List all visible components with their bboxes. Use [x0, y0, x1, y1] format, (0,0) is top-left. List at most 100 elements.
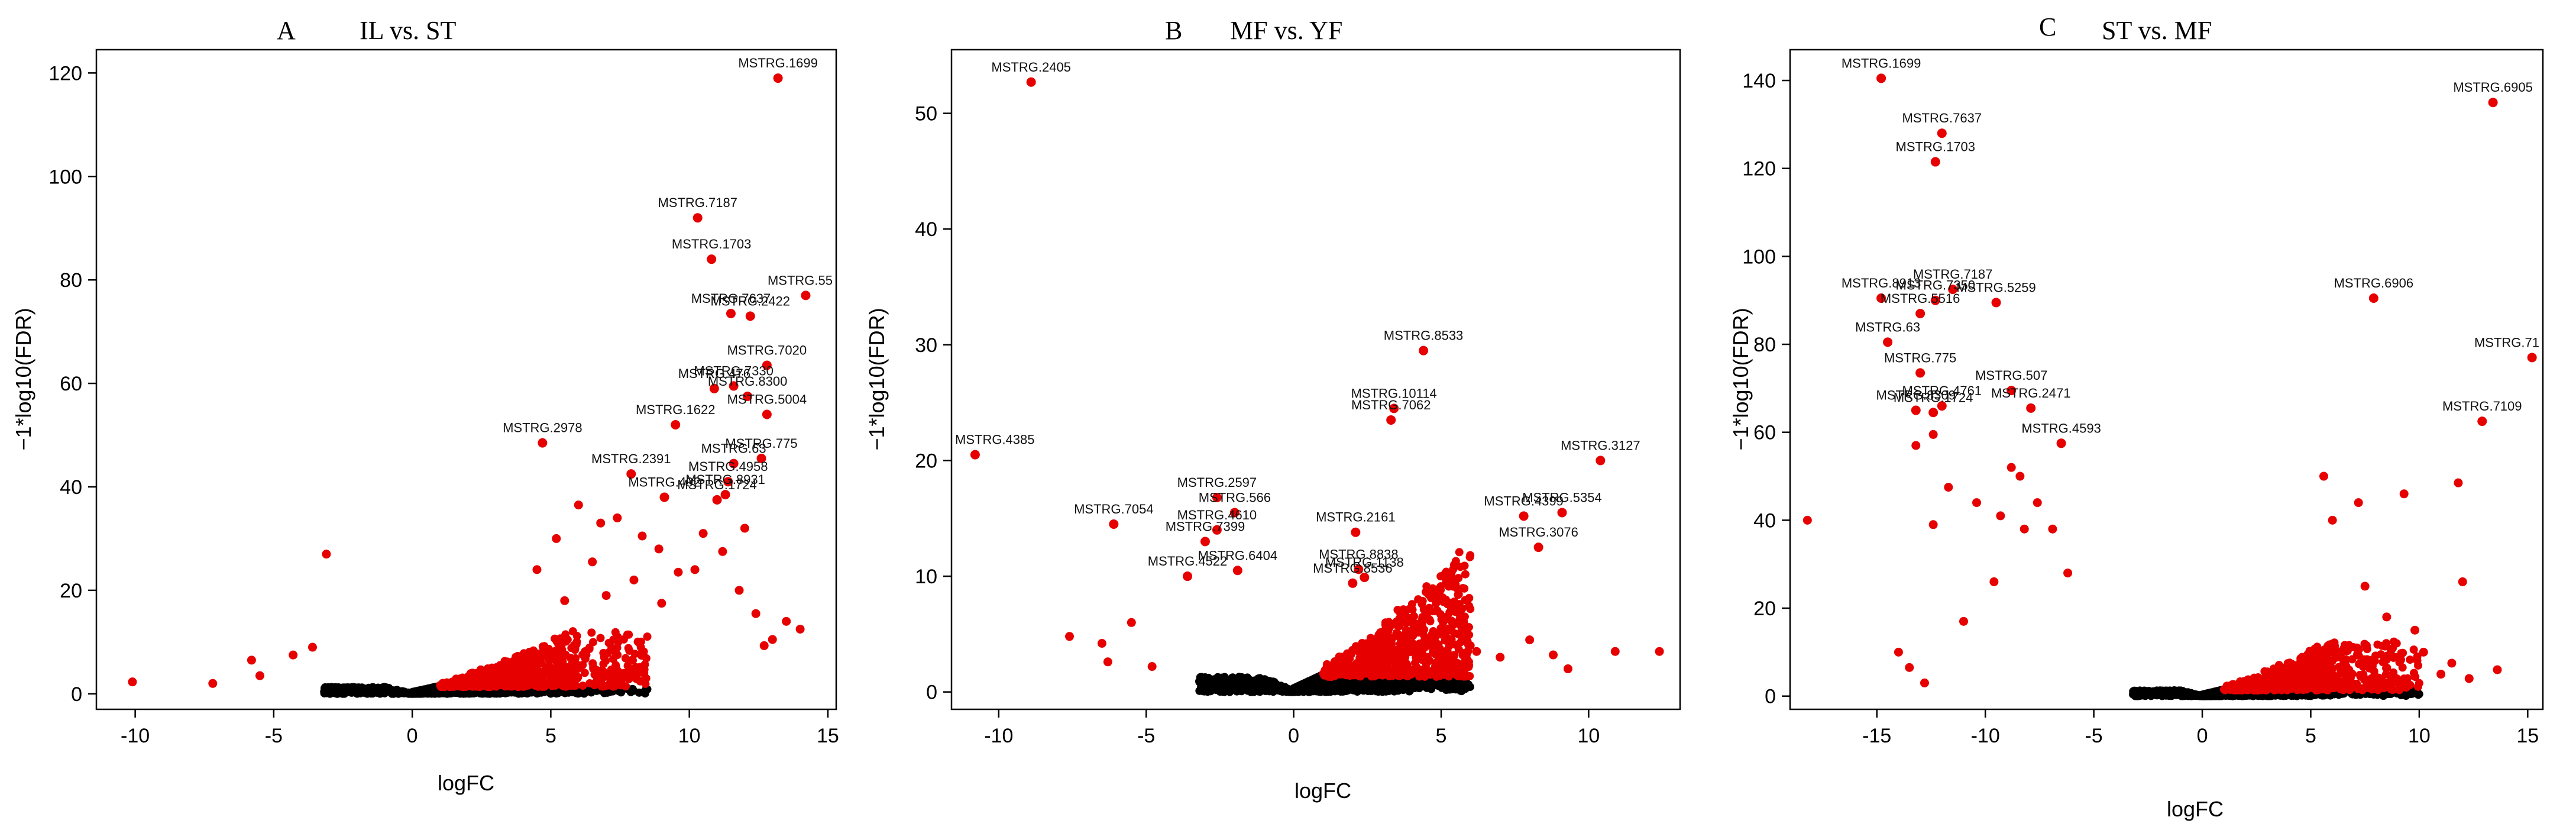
data-point-outlier [1563, 664, 1572, 674]
gene-label: MSTRG.1622 [636, 402, 716, 417]
data-point-ns [394, 689, 403, 698]
gene-label: MSTRG.3076 [1499, 525, 1578, 540]
x-tick-label: 0 [2197, 725, 2208, 747]
data-point-sig [1402, 664, 1410, 673]
data-point-outlier [1436, 624, 1446, 633]
data-point-sig [1401, 653, 1410, 661]
data-point-sig [496, 669, 504, 678]
data-point-sig [554, 674, 562, 683]
data-point-labeled [1351, 527, 1361, 537]
data-point-ns [1220, 673, 1229, 682]
y-tick-label: 40 [915, 218, 937, 241]
data-point-outlier [654, 544, 664, 554]
data-point-sig [1333, 663, 1342, 672]
data-point-sig [1347, 668, 1356, 677]
data-point-ns [1231, 676, 1240, 684]
data-point-sig [1422, 605, 1431, 614]
x-tick-label: 15 [2516, 725, 2539, 747]
data-point-sig [1405, 605, 1414, 613]
data-point-sig [611, 628, 620, 637]
data-point-sig [610, 645, 619, 654]
data-point-sig [1420, 637, 1429, 645]
data-point-sig [1374, 630, 1383, 639]
y-tick-label: 20 [915, 450, 937, 472]
y-tick-label: 20 [1753, 598, 1776, 620]
data-point-sig [596, 634, 605, 642]
data-point-outlier [1496, 653, 1505, 662]
data-point-sig [527, 664, 536, 673]
y-tick-label: 60 [1753, 422, 1776, 444]
y-tick-label: 10 [915, 566, 937, 588]
data-point-labeled [1348, 578, 1358, 588]
data-point-sig [1462, 631, 1471, 640]
data-point-sig [569, 668, 578, 677]
volcano-panel-b: B MF vs. YF -10 -5 0 5 1001020304050MSTRG.24… [865, 16, 1681, 803]
data-point-ns [1351, 683, 1360, 692]
x-tick-label: 5 [545, 725, 556, 747]
data-point-sig [571, 681, 580, 690]
x-tick-label: -5 [2085, 725, 2102, 747]
data-point-ns [580, 689, 588, 698]
data-point-sig [1431, 650, 1440, 659]
x-tick-label: -15 [1862, 725, 1891, 747]
data-point-sig [560, 682, 569, 691]
gene-label: MSTRG.5004 [727, 392, 807, 407]
data-point-outlier [322, 550, 331, 559]
data-point-sig [562, 637, 571, 645]
gene-label: MSTRG.1724 [677, 477, 757, 492]
data-point-outlier [560, 596, 569, 605]
gene-label: MSTRG.2405 [991, 60, 1071, 75]
data-point-outlier [629, 575, 639, 584]
data-point-labeled [1026, 77, 1036, 87]
data-point-outlier [128, 677, 137, 687]
data-point-ns [1196, 673, 1205, 682]
data-point-labeled [745, 311, 755, 321]
data-point-sig [505, 682, 514, 691]
gene-label: MSTRG.5354 [1522, 490, 1602, 505]
data-point-ns [1263, 680, 1271, 689]
data-point-sig [589, 664, 598, 673]
data-point-ns [552, 689, 561, 697]
data-point-sig [636, 677, 645, 686]
gene-label: MSTRG.1699 [738, 56, 818, 70]
y-tick-label: 60 [60, 373, 82, 395]
data-point-ns [409, 689, 418, 698]
data-point-sig [639, 647, 648, 656]
data-point-sig [1445, 659, 1454, 668]
gene-label: MSTRG.2422 [711, 293, 791, 308]
data-point-ns [1255, 680, 1264, 689]
panel-c-title: ST vs. MF [2102, 16, 2212, 45]
data-point-outlier [247, 655, 256, 665]
data-point-sig [578, 682, 587, 690]
data-point-sig [1455, 548, 1464, 557]
gene-label: MSTRG.2161 [1316, 510, 1396, 525]
data-point-sig [1370, 653, 1378, 662]
data-point-sig [580, 668, 589, 677]
data-point-sig [1396, 645, 1405, 654]
data-point-sig [1376, 640, 1385, 649]
data-point-sig [1463, 623, 1472, 632]
data-point-sig [595, 673, 604, 682]
data-point-sig [607, 665, 616, 674]
y-tick-label: 100 [48, 166, 82, 188]
data-point-outlier [1454, 606, 1464, 616]
gene-label: MSTRG.8533 [1384, 328, 1464, 343]
data-point-ns [425, 686, 433, 695]
data-point-sig [1371, 669, 1380, 678]
data-point-sig [1404, 613, 1413, 622]
data-point-sig [1414, 595, 1423, 604]
gene-label: MSTRG.566 [1199, 490, 1271, 505]
data-point-ns [1289, 687, 1298, 696]
data-point-sig [1325, 667, 1334, 676]
data-point-outlier [1525, 635, 1535, 645]
data-point-sig [1425, 615, 1434, 624]
data-point-labeled [707, 254, 717, 264]
data-point-ns [1444, 680, 1453, 689]
y-tick-label: 40 [60, 476, 82, 499]
gene-label: MSTRG.7187 [658, 195, 737, 210]
data-point-sig [1410, 658, 1419, 667]
data-point-sig [597, 682, 606, 691]
y-tick-label: 30 [915, 334, 937, 357]
y-tick-label: 80 [60, 269, 82, 292]
